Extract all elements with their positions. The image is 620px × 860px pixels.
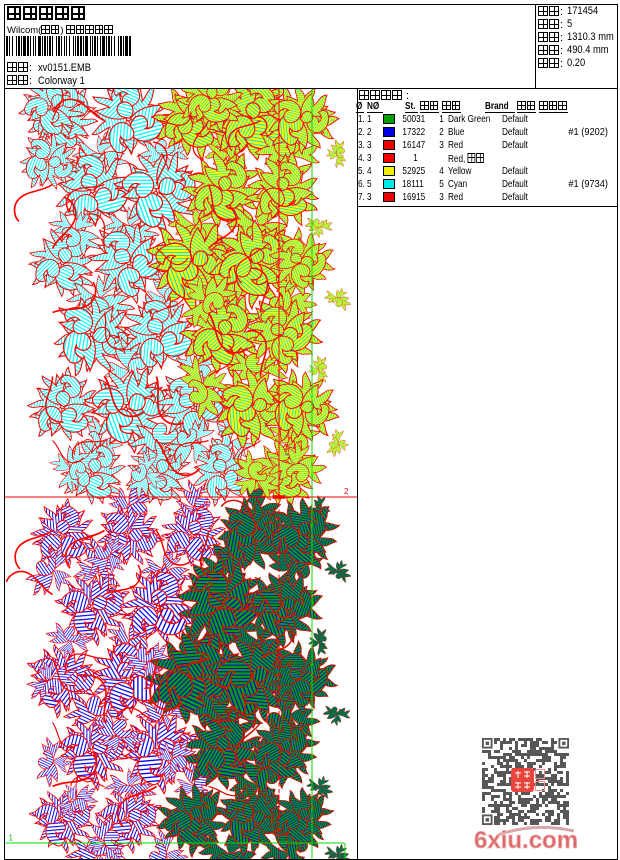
svg-text:1: 1 — [8, 833, 13, 842]
svg-text:2: 2 — [344, 487, 349, 496]
svg-text:6xiu.com: 6xiu.com — [474, 827, 578, 854]
